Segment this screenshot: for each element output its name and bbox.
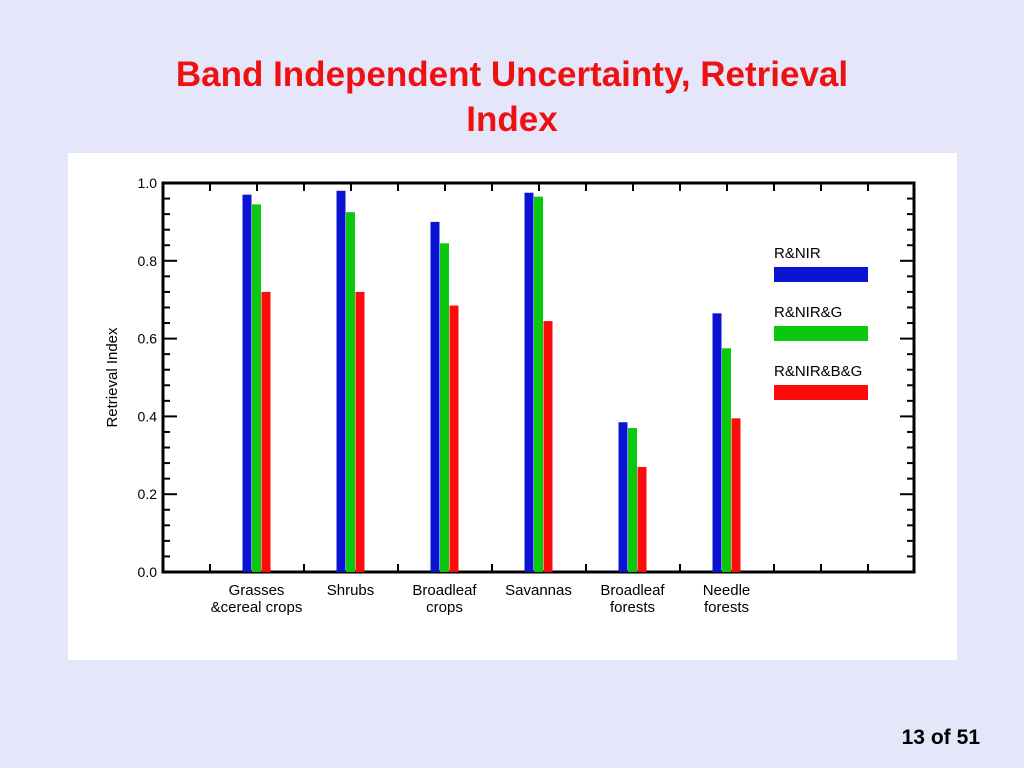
bar [722, 348, 731, 572]
bar [534, 196, 543, 573]
y-tick-label: 0.0 [138, 564, 158, 580]
legend-label: R&NIR [774, 245, 821, 262]
bar [449, 305, 459, 572]
legend-label: R&NIR&G [774, 304, 842, 321]
bar [242, 194, 252, 573]
bar [628, 428, 637, 572]
legend-label: R&NIR&B&G [774, 363, 862, 380]
y-tick-label: 0.6 [138, 331, 158, 347]
x-tick-label: Shrubs [327, 582, 375, 599]
bar [618, 422, 628, 572]
page-total: 51 [956, 726, 980, 749]
legend-swatch [774, 326, 868, 341]
slide-title-line-2: Index [466, 100, 558, 139]
bar [440, 243, 449, 573]
y-tick-label: 1.0 [138, 175, 158, 191]
bar [336, 190, 346, 572]
legend-swatch [774, 385, 868, 400]
y-tick-label: 0.8 [138, 253, 158, 269]
bar [355, 291, 365, 572]
x-tick-label: forests [704, 599, 749, 616]
x-tick-label: &cereal crops [211, 599, 303, 616]
slide-title: Band Independent Uncertainty, Retrieval … [0, 52, 1024, 142]
bar-chart: 0.0 0.2 0.4 0.6 0.8 1.0 Retrieval Index Grasses… [104, 175, 916, 616]
x-tick-label: Needle [703, 582, 751, 599]
legend-swatch [774, 267, 868, 282]
bar [346, 212, 355, 573]
slide-title-line-1: Band Independent Uncertainty, Retrieval [175, 55, 849, 94]
bar [524, 192, 534, 572]
y-axis-title: Retrieval Index [104, 327, 121, 428]
page-counter: 13 of 51 [896, 726, 980, 750]
bar [712, 313, 722, 572]
bar [430, 221, 440, 572]
y-tick-label: 0.4 [138, 408, 158, 424]
x-tick-label: Grasses [229, 582, 285, 599]
x-tick-label: forests [610, 599, 655, 616]
x-tick-label: Savannas [505, 582, 572, 599]
x-tick-label: Broadleaf [600, 582, 665, 599]
x-tick-label: Broadleaf [412, 582, 477, 599]
bar [261, 291, 271, 572]
bar [543, 321, 553, 572]
bar [637, 466, 647, 572]
y-tick-label: 0.2 [138, 486, 158, 502]
page-current: 13 of [901, 726, 951, 749]
x-tick-label: crops [426, 599, 463, 616]
bar [252, 204, 261, 572]
bar [731, 418, 741, 572]
chart-panel: 0.0 0.2 0.4 0.6 0.8 1.0 Retrieval Index Grasses… [68, 153, 957, 660]
